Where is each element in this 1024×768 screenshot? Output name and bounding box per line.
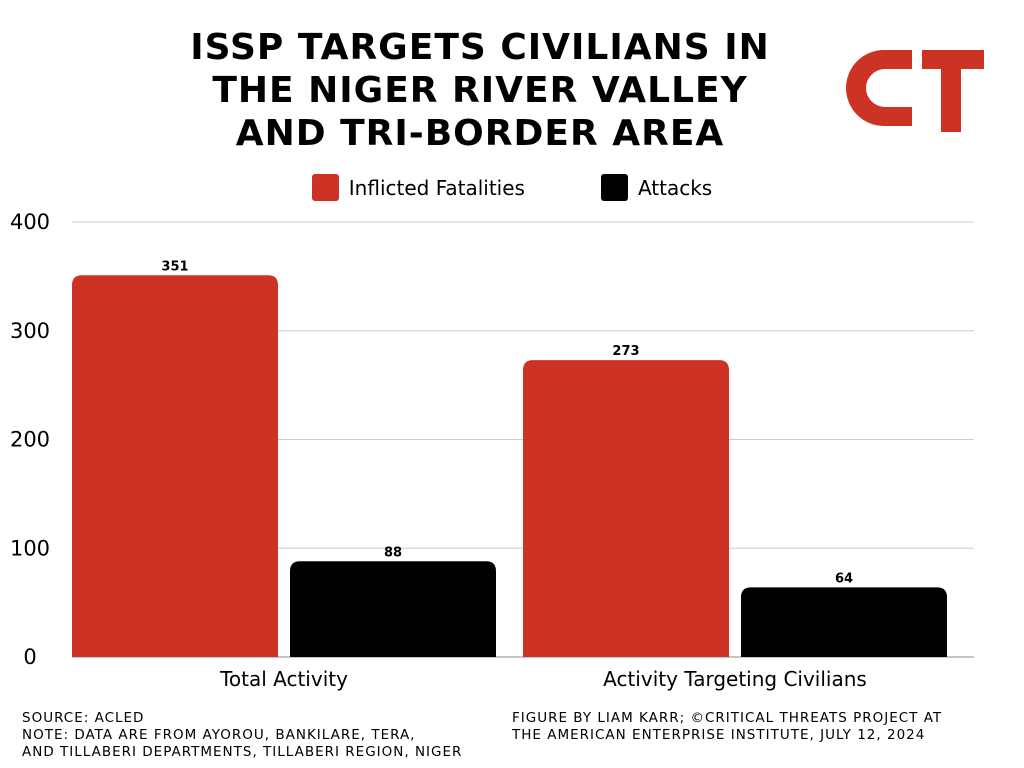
footer-credit: FIGURE BY LIAM KARR; ©CRITICAL THREATS P… [512, 710, 942, 744]
legend-label-attacks: Attacks [637, 175, 713, 200]
data-label-attacks: 88 [384, 545, 402, 560]
legend-swatch-fatalities [311, 174, 339, 201]
footer-note-line1: NOTE: DATA ARE FROM AYOROU, BANKILARE, T… [22, 727, 416, 743]
ct-logo [846, 50, 984, 132]
footer-source-note: SOURCE: ACLED NOTE: DATA ARE FROM AYOROU… [22, 710, 462, 761]
bar-fatalities [523, 360, 729, 657]
y-tick-label: 400 [10, 210, 50, 234]
data-label-fatalities: 273 [612, 344, 639, 359]
footer-credit-line2: THE AMERICAN ENTERPRISE INSTITUTE, JULY … [512, 727, 926, 743]
bar-chart: 0 100 200 300 400 351 88 Total Activity 273 64 Act… [10, 210, 974, 691]
footer-credit-line1: FIGURE BY LIAM KARR; ©CRITICAL THREATS P… [512, 710, 943, 726]
legend: Inflicted Fatalities Attacks [0, 174, 1024, 201]
bar-attacks [741, 587, 947, 657]
data-label-attacks: 64 [835, 571, 853, 586]
legend-item-fatalities: Inflicted Fatalities [311, 174, 525, 201]
y-tick-label: 200 [10, 428, 50, 452]
data-label-fatalities: 351 [161, 259, 188, 274]
y-tick-label: 0 [23, 645, 36, 669]
x-category-label: Total Activity [219, 667, 348, 691]
chart-title: ISSP TARGETS CIVILIANS IN THE NIGER RIVE… [190, 27, 770, 154]
y-tick-label: 100 [10, 536, 50, 560]
x-category-label: Activity Targeting Civilians [603, 667, 867, 691]
footer-note-line2: AND TILLABERI DEPARTMENTS, TILLABERI REG… [22, 744, 463, 760]
legend-item-attacks: Attacks [553, 174, 712, 201]
legend-swatch-attacks [600, 174, 628, 201]
bar-fatalities [72, 275, 278, 657]
legend-label-fatalities: Inflicted Fatalities [348, 175, 525, 200]
bar-attacks [290, 561, 496, 657]
footer-source: SOURCE: ACLED [22, 710, 145, 726]
y-tick-label: 300 [10, 319, 50, 343]
